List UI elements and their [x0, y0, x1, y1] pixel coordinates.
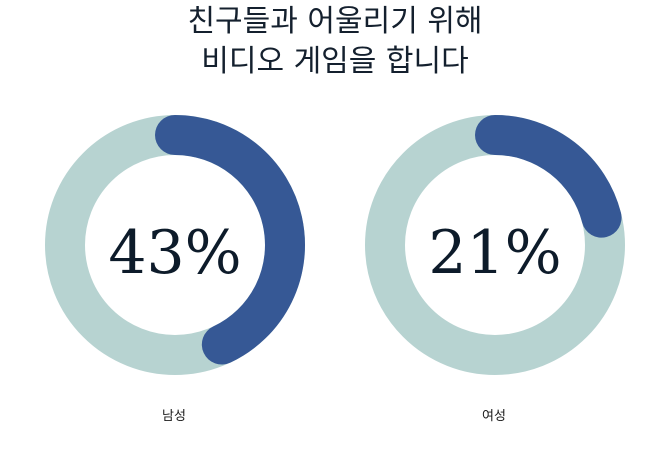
chart-title-line-1: 친구들과 어울리기 위해: [187, 4, 483, 39]
category-label-female: 여성: [482, 409, 506, 424]
category-label-male: 남성: [162, 409, 186, 424]
donut-arc-male: [155, 115, 305, 365]
donut-arc-female: [475, 115, 622, 238]
value-label-female: 21%: [428, 218, 561, 288]
chart-title: 친구들과 어울리기 위해 비디오 게임을 합니다: [0, 2, 670, 82]
donut-female: 21% 여성: [365, 115, 625, 424]
value-label-male: 43%: [108, 218, 241, 288]
chart-title-line-2: 비디오 게임을 합니다: [201, 44, 469, 79]
donut-male: 43% 남성: [45, 115, 305, 424]
